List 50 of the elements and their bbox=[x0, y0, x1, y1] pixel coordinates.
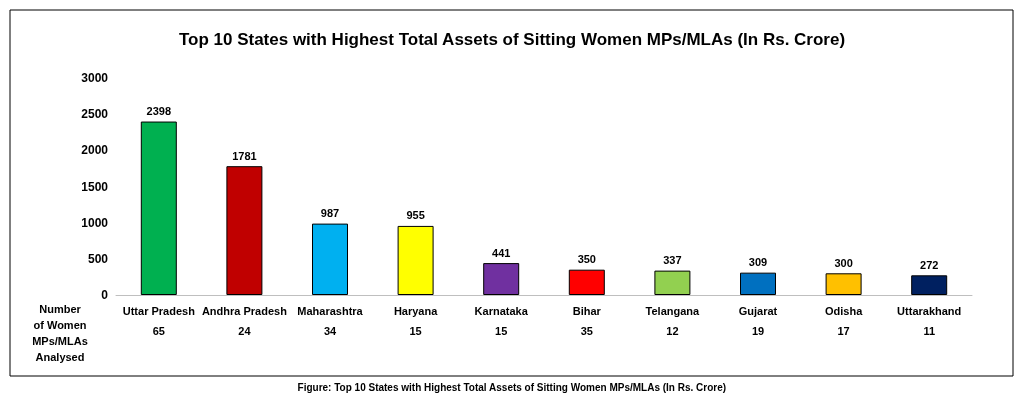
bar bbox=[568, 269, 605, 295]
chart-title: Top 10 States with Highest Total Assets of Sitting Women MPs/MLAs (In Rs. Crore) bbox=[178, 30, 846, 49]
data-label: 309 bbox=[748, 256, 768, 269]
data-label: 2398 bbox=[146, 105, 172, 118]
y-tick-label: 0 bbox=[101, 288, 109, 302]
bar bbox=[654, 270, 691, 295]
text: 34 bbox=[323, 324, 337, 337]
bar bbox=[483, 263, 520, 295]
data-label: 300 bbox=[834, 256, 853, 269]
x-tick-label: Uttar Pradesh bbox=[122, 304, 196, 317]
text: 65 bbox=[152, 324, 165, 337]
text: 17 bbox=[837, 324, 850, 337]
bar bbox=[825, 273, 862, 295]
bar bbox=[740, 272, 776, 295]
data-label: 441 bbox=[492, 246, 511, 259]
text: 35 bbox=[580, 324, 593, 337]
data-label: 272 bbox=[920, 258, 939, 271]
data-label: 987 bbox=[320, 207, 340, 220]
x-tick-label: Maharashtra bbox=[297, 304, 364, 317]
data-label: 955 bbox=[406, 209, 425, 222]
x-tick-label: Andhra Pradesh bbox=[201, 304, 288, 317]
y-tick-label: 500 bbox=[87, 251, 109, 266]
text: 19 bbox=[751, 324, 765, 337]
x-tick-label: Bihar bbox=[572, 304, 602, 317]
x-tick-label: Karnataka bbox=[474, 304, 529, 317]
x-tick-label: Telangana bbox=[645, 304, 701, 317]
x-tick-label: Haryana bbox=[393, 304, 439, 317]
y-tick-label: 1000 bbox=[81, 215, 109, 230]
data-label: 1781 bbox=[232, 149, 257, 162]
y-tick-label: 3000 bbox=[81, 71, 109, 85]
bar bbox=[312, 223, 348, 295]
y-tick-label: 2500 bbox=[81, 107, 109, 122]
data-label: 337 bbox=[663, 254, 682, 267]
x-tick-label: Odisha bbox=[824, 304, 864, 317]
bar bbox=[911, 275, 948, 295]
text: Figure: Top 10 States with Highest Total Assets of Sitting Women MPs/MLAs (In Rs. Crore) bbox=[297, 381, 727, 393]
text: 15 bbox=[409, 324, 422, 337]
x-tick-label: Uttarakhand bbox=[897, 304, 962, 317]
bar bbox=[397, 225, 434, 295]
y-tick-label: 2000 bbox=[81, 143, 109, 158]
text: 12 bbox=[666, 324, 679, 337]
data-label: 350 bbox=[577, 253, 596, 266]
bar bbox=[140, 121, 177, 295]
text: 11 bbox=[923, 324, 936, 337]
bar bbox=[226, 166, 263, 295]
text: Number of Women MPs/MLAs Analysed bbox=[32, 303, 88, 363]
y-tick-label: 1500 bbox=[81, 179, 109, 194]
x-tick-label: Gujarat bbox=[738, 304, 778, 317]
text: 15 bbox=[495, 324, 508, 337]
text: 24 bbox=[238, 324, 252, 337]
